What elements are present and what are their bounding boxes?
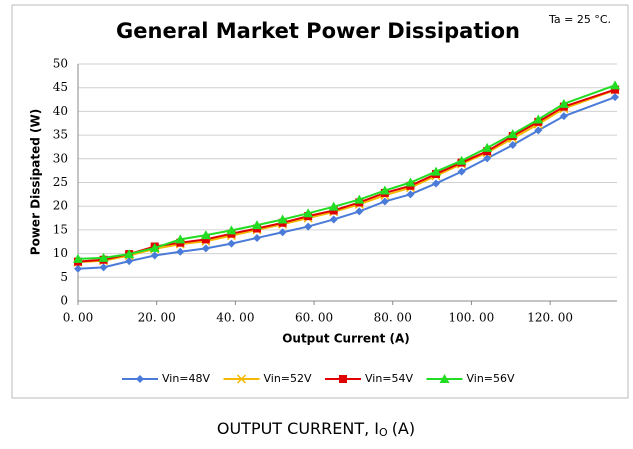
data-point	[226, 225, 237, 235]
legend-marker	[439, 374, 450, 383]
data-point	[406, 190, 415, 199]
data-point	[533, 114, 544, 124]
data-point	[457, 167, 466, 176]
y-tick-label: 45	[53, 80, 68, 94]
data-point	[227, 239, 236, 248]
data-point	[534, 126, 543, 135]
y-tick-label: 30	[53, 151, 68, 165]
data-point	[99, 263, 108, 272]
data-point	[432, 179, 441, 188]
data-point	[175, 234, 186, 244]
data-point	[611, 93, 620, 102]
y-tick-label: 40	[53, 104, 68, 118]
data-point	[150, 251, 159, 260]
x-tick-label: 20. 00	[138, 311, 176, 325]
y-tick-label: 10	[53, 246, 68, 260]
x-axis-label: Output Current (A)	[282, 332, 410, 346]
y-tick-label: 50	[53, 57, 68, 71]
data-point	[278, 228, 287, 237]
x-tick-label: 40. 00	[216, 311, 254, 325]
chart-frame	[11, 4, 629, 399]
data-point	[303, 208, 314, 218]
data-point	[456, 155, 467, 165]
data-point	[149, 242, 160, 252]
x-tick-label: 0. 00	[63, 311, 94, 325]
data-point	[73, 253, 83, 263]
data-point	[482, 142, 493, 152]
legend-label: Vin=54V	[365, 372, 414, 385]
data-point	[253, 233, 262, 242]
data-point	[277, 214, 288, 224]
data-point	[507, 129, 518, 139]
data-point	[124, 249, 135, 259]
data-point	[252, 220, 263, 230]
caption-subscript: O	[379, 426, 388, 439]
legend-label: Vin=56V	[467, 372, 516, 385]
legend-marker	[236, 374, 247, 384]
data-point	[355, 207, 364, 216]
data-point	[176, 247, 185, 256]
data-point	[405, 177, 416, 187]
data-point	[431, 166, 442, 176]
caption-unit: (A)	[392, 419, 415, 438]
data-point	[611, 85, 620, 94]
x-tick-label: 60. 00	[295, 311, 333, 325]
caption-text: OUTPUT CURRENT, I	[217, 419, 379, 438]
data-point	[125, 257, 134, 266]
data-point	[200, 230, 211, 240]
data-point	[98, 252, 109, 262]
legend-label: Vin=52V	[264, 372, 313, 385]
y-tick-label: 5	[60, 270, 68, 284]
y-tick-label: 0	[60, 294, 68, 308]
legend-marker	[136, 375, 144, 383]
y-tick-label: 35	[53, 128, 68, 142]
legend-label: Vin=48V	[162, 372, 211, 385]
data-point	[483, 154, 492, 163]
data-point	[201, 235, 210, 244]
y-axis-label: Power Dissipated (W)	[29, 109, 43, 255]
x-tick-label: 100. 00	[449, 311, 495, 325]
data-point	[354, 194, 365, 204]
data-point	[508, 141, 517, 150]
data-point	[201, 244, 210, 253]
data-point	[329, 215, 338, 224]
legend-marker	[339, 375, 347, 383]
data-point	[558, 98, 569, 108]
y-tick-label: 20	[53, 199, 68, 213]
data-point	[304, 222, 313, 231]
data-point	[380, 197, 389, 206]
chart-title: General Market Power Dissipation	[116, 19, 520, 43]
y-tick-label: 15	[53, 222, 68, 236]
data-point	[379, 185, 390, 195]
caption: OUTPUT CURRENT, IO (A)	[217, 419, 415, 440]
x-tick-label: 80. 00	[374, 311, 412, 325]
annotation: Ta = 25 °C.	[548, 13, 611, 26]
x-tick-label: 120. 00	[527, 311, 573, 325]
y-tick-label: 25	[53, 175, 68, 189]
data-point	[328, 201, 339, 211]
data-point	[559, 112, 568, 121]
data-point	[74, 264, 82, 273]
data-point	[610, 80, 621, 90]
